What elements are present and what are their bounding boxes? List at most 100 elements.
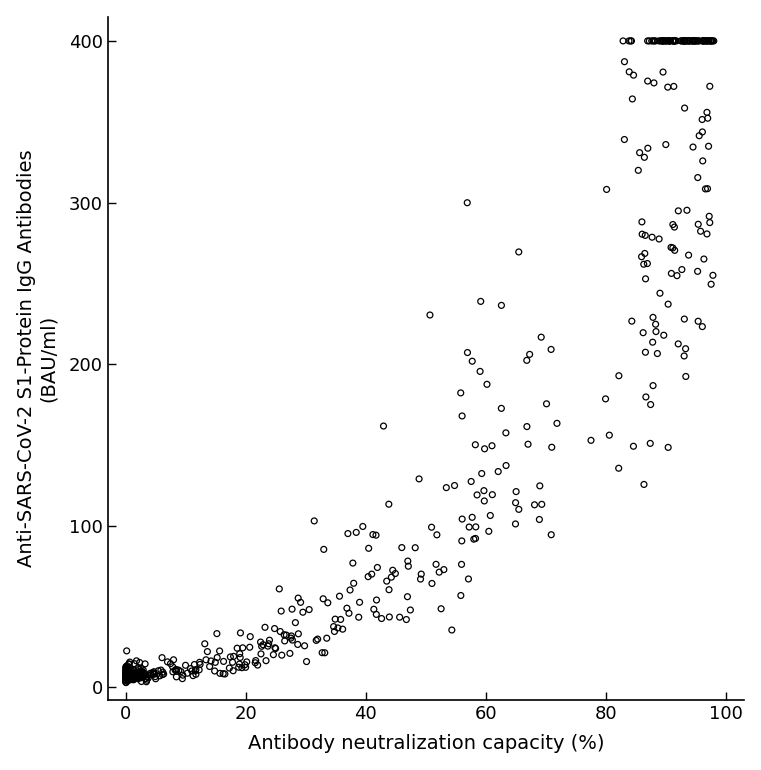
Point [128,668,140,680]
Point [682,35,694,47]
Point [667,219,679,231]
Point [236,661,248,674]
Point [613,462,625,474]
Point [126,670,138,682]
Point [157,666,169,678]
Point [618,133,630,146]
Point [367,528,379,541]
Point [133,663,145,675]
Point [383,498,395,511]
Point [635,250,648,263]
Point [600,183,613,196]
Point [122,668,134,680]
Point [478,484,490,497]
Point [119,665,132,677]
Point [275,649,288,661]
Point [658,35,670,47]
Point [475,295,487,307]
Point [119,666,132,678]
Point [122,668,134,681]
Point [130,668,142,680]
Point [123,671,135,684]
Point [680,35,692,47]
Point [129,668,142,680]
Point [476,467,488,480]
Point [706,35,718,47]
Point [632,164,645,176]
Point [119,674,132,686]
Point [137,670,149,682]
Point [124,673,136,685]
Point [384,611,396,623]
Point [642,75,654,87]
Point [344,584,356,596]
Point [479,443,491,455]
Point [128,671,140,684]
Point [120,671,132,684]
Point [700,35,712,47]
Point [521,354,533,367]
Point [585,434,597,447]
Point [120,672,132,685]
Point [667,242,679,254]
Point [123,674,135,686]
Point [136,666,148,678]
Point [184,662,196,675]
Point [702,182,714,195]
Point [125,674,137,686]
Point [181,667,193,679]
Point [701,35,713,47]
Point [343,607,355,619]
Point [362,542,374,554]
Point [696,320,708,333]
Point [678,35,690,47]
Point [637,326,649,339]
Point [683,35,696,47]
Point [642,257,654,270]
Point [647,311,659,323]
Point [702,140,715,152]
Point [463,573,475,585]
Point [681,204,693,216]
Point [127,673,139,685]
Point [470,521,482,533]
Point [670,35,683,47]
Point [130,670,142,682]
Point [203,661,215,673]
Point [695,225,707,237]
Point [696,155,708,167]
Point [303,604,315,616]
Point [122,669,134,681]
Point [603,429,616,441]
Point [122,673,134,685]
Point [126,669,138,681]
Point [424,309,436,321]
Point [352,611,365,624]
Point [262,640,274,652]
Point [350,526,362,538]
Point [148,668,161,680]
Point [696,126,708,138]
Point [322,597,334,609]
Point [141,674,153,686]
Point [123,658,135,670]
Point [647,380,659,392]
Point [696,113,708,126]
Point [470,532,482,544]
Point [371,608,383,621]
Point [119,671,132,684]
Point [455,589,467,601]
Point [683,35,696,47]
Point [693,129,705,142]
Point [667,35,679,47]
Point [133,671,145,684]
Point [535,331,547,343]
Point [623,35,635,47]
Point [249,657,261,669]
Point [456,534,468,547]
Point [533,514,546,526]
Point [170,663,183,675]
Point [678,35,690,47]
Point [661,35,673,47]
Point [291,638,304,651]
